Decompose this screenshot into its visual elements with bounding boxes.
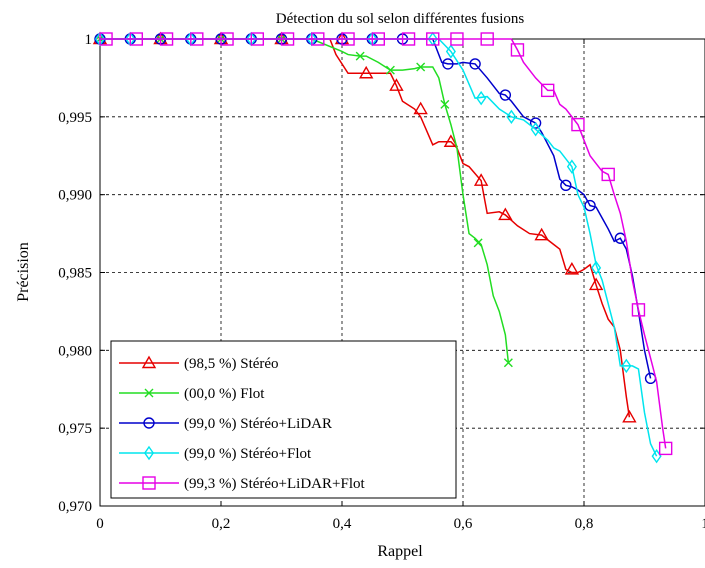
triangle-marker: [588, 277, 604, 291]
triangle-marker: [473, 173, 489, 186]
series-2: [94, 33, 657, 385]
series-line: [100, 38, 631, 418]
series-line: [100, 38, 658, 457]
x-tick-label: 0,2: [212, 516, 231, 532]
square-marker: [129, 32, 144, 46]
square-marker: [601, 167, 615, 182]
square-marker: [426, 32, 440, 46]
diamond-marker: [566, 159, 577, 174]
circle-marker: [442, 58, 454, 70]
legend-entry: (99,3 %) Stéréo+LiDAR+Flot: [184, 476, 365, 492]
series-line: [100, 38, 510, 363]
x-tick-label: 1: [701, 516, 705, 532]
x-marker: [503, 358, 513, 368]
diamond-marker: [591, 260, 602, 276]
legend-entry: (99,0 %) Stéréo+Flot: [184, 446, 312, 462]
square-marker: [311, 32, 325, 46]
square-marker: [480, 32, 494, 46]
y-tick-label: 0,990: [58, 188, 92, 204]
square-marker: [658, 441, 673, 456]
square-marker: [510, 43, 525, 57]
square-marker: [541, 83, 555, 98]
x-axis-ticks: 0 0,2 0,4 0,6 0,8 1: [96, 39, 705, 532]
series-1: [95, 34, 513, 368]
x-tick-label: 0,4: [333, 516, 352, 532]
x-marker: [473, 238, 483, 248]
x-tick-label: 0,6: [454, 516, 473, 532]
circle-marker: [469, 58, 481, 70]
triangle-marker: [413, 101, 428, 115]
triangle-marker: [141, 355, 157, 369]
diamond-marker: [506, 109, 517, 125]
y-axis-label: Précision: [15, 242, 32, 302]
square-marker: [190, 32, 204, 46]
square-marker: [99, 32, 113, 46]
diamond-marker: [143, 445, 155, 461]
y-tick-label: 0,970: [58, 499, 92, 515]
x-marker: [144, 388, 154, 398]
series-4: [99, 32, 673, 456]
diamond-marker: [476, 90, 487, 106]
y-tick-label: 0,975: [58, 421, 92, 437]
y-axis-ticks: 0,970 0,975 0,980 0,985 0,990 0,995 1: [58, 32, 705, 515]
triangle-marker: [358, 65, 374, 79]
triangle-marker: [443, 134, 459, 147]
diamond-marker: [530, 122, 541, 137]
legend-entry: (98,5 %) Stéréo: [184, 356, 279, 372]
square-marker: [450, 32, 464, 46]
square-marker: [401, 32, 416, 46]
square-marker: [250, 32, 265, 46]
x-marker: [440, 99, 450, 109]
square-marker: [341, 32, 355, 46]
diamond-marker: [621, 358, 632, 374]
circle-marker: [584, 199, 596, 212]
legend-box: [110, 340, 457, 499]
triangle-marker: [564, 261, 580, 275]
series-line: [100, 38, 652, 379]
diamond-marker: [445, 44, 456, 59]
triangle-marker: [389, 78, 404, 91]
y-tick-label: 0,995: [58, 110, 92, 126]
series-layer: [92, 31, 673, 464]
circle-marker: [529, 117, 542, 129]
y-tick-label: 0,985: [58, 266, 92, 282]
triangle-marker: [534, 227, 549, 241]
triangle-marker: [498, 207, 513, 221]
legend-entry: (99,0 %) Stéréo+LiDAR: [184, 416, 332, 432]
square-marker: [142, 476, 156, 490]
series-line: [100, 38, 667, 449]
y-tick-label: 0,980: [58, 343, 92, 359]
square-marker: [220, 32, 234, 46]
square-marker: [371, 32, 385, 46]
square-marker: [571, 117, 585, 132]
circle-marker: [560, 179, 572, 192]
square-marker: [631, 303, 646, 317]
legend-entry: (00,0 %) Flot: [184, 386, 265, 402]
x-marker: [385, 65, 395, 75]
triangle-marker: [622, 409, 637, 423]
square-marker: [159, 32, 174, 46]
x-marker: [416, 62, 426, 72]
legend: (98,5 %) Stéréo (00,0 %) Flot (99,0 %) Sté…: [110, 340, 457, 499]
x-tick-label: 0,8: [575, 516, 594, 532]
circle-marker: [143, 417, 155, 429]
y-tick-label: 1: [85, 32, 93, 48]
x-tick-label: 0: [96, 516, 104, 532]
x-axis-label: Rappel: [377, 543, 423, 560]
x-marker: [355, 51, 365, 61]
square-marker: [280, 32, 295, 46]
circle-marker: [499, 89, 512, 101]
chart-title: Détection du sol selon différentes fusio…: [276, 11, 525, 27]
